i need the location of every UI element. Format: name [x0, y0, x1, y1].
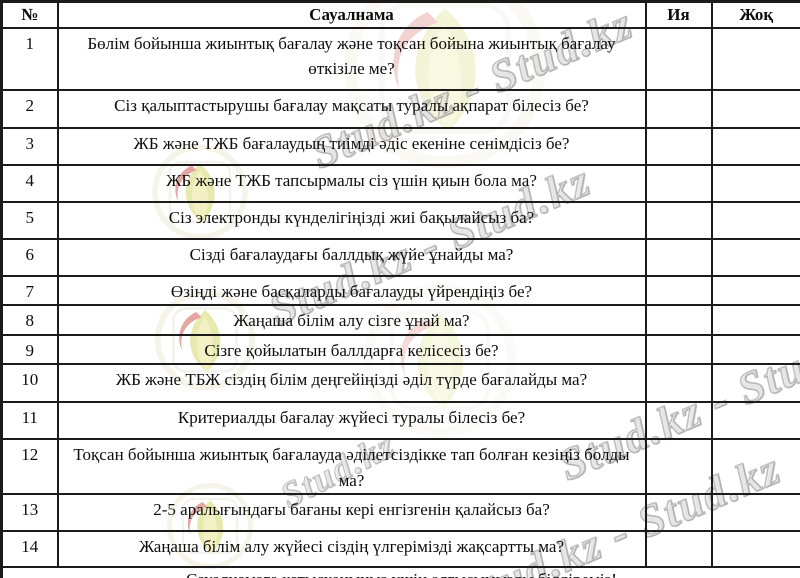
question-cell: Сіз электронды күнделігіңізді жиі бақыла…	[56, 200, 647, 240]
row-number-cell: 12	[0, 438, 59, 495]
yes-answer-cell	[644, 363, 713, 403]
row-number-cell: 9	[0, 333, 59, 365]
table-row: 12 Тоқсан бойынша жиынтық бағалауда әділ…	[0, 438, 800, 495]
row-number-cell: 8	[0, 304, 59, 336]
yes-answer-cell	[644, 274, 713, 306]
table-row: 14 Жаңаша білім алу жүйесі сіздің үлгері…	[0, 530, 800, 568]
no-answer-cell	[710, 88, 800, 129]
table-row: 6 Сізді бағалаудағы баллдық жүйе ұнайды …	[0, 237, 800, 277]
table-row: 4 ЖБ және ТЖБ тапсырмалы сіз үшін қиын б…	[0, 163, 800, 203]
row-number-cell: 14	[0, 530, 59, 568]
no-answer-cell	[710, 333, 800, 365]
question-cell: ЖБ және ТЖБ тапсырмалы сіз үшін қиын бол…	[56, 163, 647, 203]
no-answer-cell	[710, 530, 800, 568]
table-row: 13 2-5 аралығындағы бағаны кері енгізген…	[0, 493, 800, 532]
yes-answer-cell	[644, 126, 713, 166]
table-header-row: № Сауалнама Ия Жоқ	[0, 0, 800, 29]
row-number-cell: 2	[0, 88, 59, 129]
question-cell: 2-5 аралығындағы бағаны кері енгізгенін …	[56, 493, 647, 532]
yes-answer-cell	[644, 88, 713, 129]
row-number-cell: 10	[0, 363, 59, 403]
question-cell: Жаңаша білім алу сізге ұнай ма?	[56, 304, 647, 336]
table-row: 8 Жаңаша білім алу сізге ұнай ма?	[0, 304, 800, 336]
table-row: 2 Сіз қалыптастырушы бағалау мақсаты тур…	[0, 88, 800, 129]
table-footer-row: Сауалнамаға қатысқаныңыз үшін алғысымызд…	[0, 566, 800, 578]
row-number-cell: 11	[0, 401, 59, 440]
no-answer-cell	[710, 363, 800, 403]
no-answer-cell	[710, 163, 800, 203]
yes-answer-cell	[644, 438, 713, 495]
yes-answer-cell	[644, 333, 713, 365]
header-number: №	[0, 0, 59, 29]
table-row: 11 Критериалды бағалау жүйесі туралы біл…	[0, 401, 800, 440]
table-row: 3 ЖБ және ТЖБ бағалаудың тиімді әдіс еке…	[0, 126, 800, 166]
table-row: 7 Өзіңді және басқаларды бағалауды үйрен…	[0, 274, 800, 306]
table-row: 1 Бөлім бойынша жиынтық бағалау және тоқ…	[0, 26, 800, 91]
row-number-cell: 4	[0, 163, 59, 203]
no-answer-cell	[710, 401, 800, 440]
question-cell: ЖБ және ТБЖ сіздің білім деңгейіңізді әд…	[56, 363, 647, 403]
row-number-cell: 1	[0, 26, 59, 91]
yes-answer-cell	[644, 200, 713, 240]
no-answer-cell	[710, 237, 800, 277]
table-row: 5 Сіз электронды күнделігіңізді жиі бақы…	[0, 200, 800, 240]
yes-answer-cell	[644, 401, 713, 440]
question-cell: ЖБ және ТЖБ бағалаудың тиімді әдіс екені…	[56, 126, 647, 166]
header-yes: Ия	[644, 0, 713, 29]
question-cell: Сіз қалыптастырушы бағалау мақсаты турал…	[56, 88, 647, 129]
footer-thanks-text: Сауалнамаға қатысқаныңыз үшін алғысымызд…	[0, 566, 800, 578]
no-answer-cell	[710, 274, 800, 306]
question-cell: Сізге қойылатын баллдарға келісесіз бе?	[56, 333, 647, 365]
table-row: 9 Сізге қойылатын баллдарға келісесіз бе…	[0, 333, 800, 365]
header-question: Сауалнама	[56, 0, 647, 29]
row-number-cell: 6	[0, 237, 59, 277]
yes-answer-cell	[644, 237, 713, 277]
yes-answer-cell	[644, 530, 713, 568]
question-cell: Тоқсан бойынша жиынтық бағалауда әділетс…	[56, 438, 647, 495]
question-cell: Өзіңді және басқаларды бағалауды үйренді…	[56, 274, 647, 306]
question-cell: Бөлім бойынша жиынтық бағалау және тоқса…	[56, 26, 647, 91]
question-cell: Сізді бағалаудағы баллдық жүйе ұнайды ма…	[56, 237, 647, 277]
table-row: 10 ЖБ және ТБЖ сіздің білім деңгейіңізді…	[0, 363, 800, 403]
yes-answer-cell	[644, 304, 713, 336]
question-cell: Жаңаша білім алу жүйесі сіздің үлгеріміз…	[56, 530, 647, 568]
yes-answer-cell	[644, 163, 713, 203]
no-answer-cell	[710, 493, 800, 532]
question-cell: Критериалды бағалау жүйесі туралы білесі…	[56, 401, 647, 440]
row-number-cell: 13	[0, 493, 59, 532]
no-answer-cell	[710, 126, 800, 166]
no-answer-cell	[710, 438, 800, 495]
yes-answer-cell	[644, 26, 713, 91]
no-answer-cell	[710, 304, 800, 336]
yes-answer-cell	[644, 493, 713, 532]
row-number-cell: 3	[0, 126, 59, 166]
header-no: Жоқ	[710, 0, 800, 29]
row-number-cell: 7	[0, 274, 59, 306]
no-answer-cell	[710, 200, 800, 240]
row-number-cell: 5	[0, 200, 59, 240]
no-answer-cell	[710, 26, 800, 91]
